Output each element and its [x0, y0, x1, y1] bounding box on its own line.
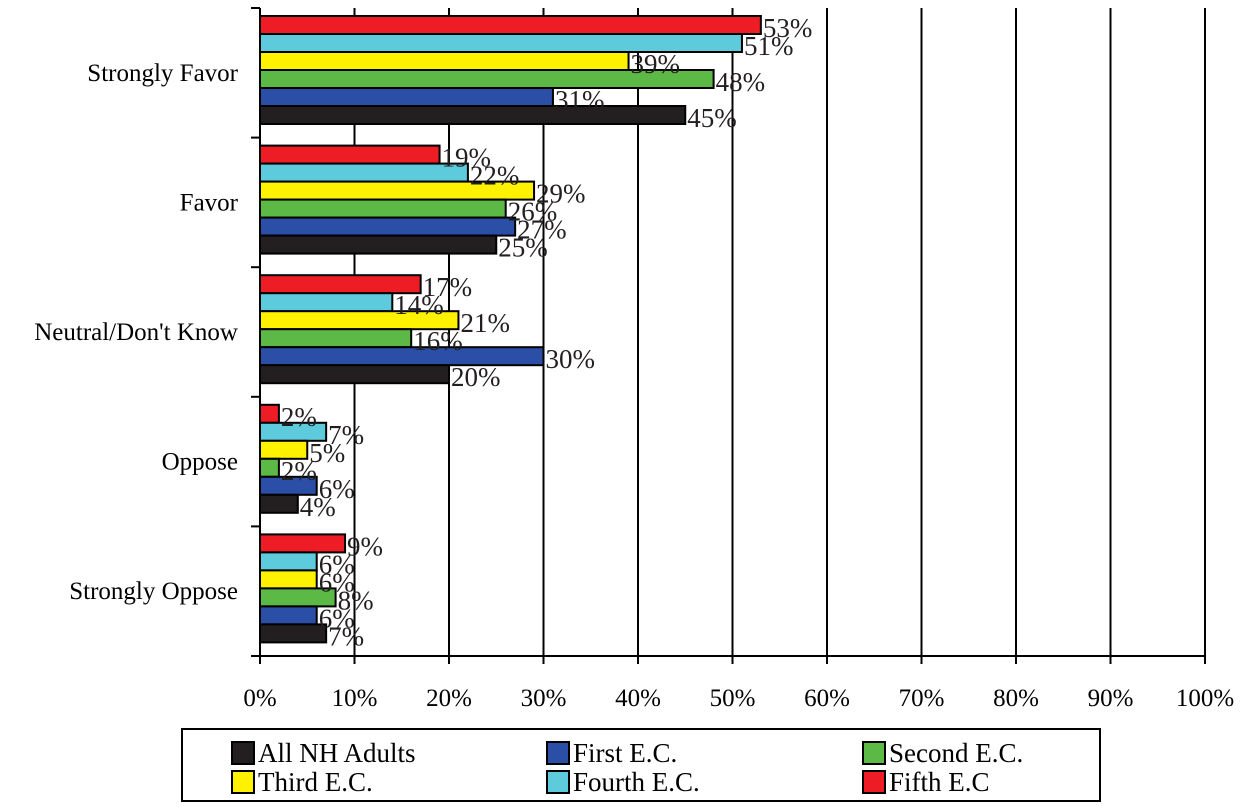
data-label: 20%	[451, 362, 501, 392]
legend-label: Fifth E.C	[889, 767, 990, 797]
bar	[259, 403, 280, 424]
bar	[259, 216, 517, 237]
data-label: 48%	[716, 67, 766, 97]
legend-item: Fourth E.C.	[546, 767, 700, 797]
data-label: 45%	[687, 103, 737, 133]
x-tick-label: 40%	[615, 685, 661, 712]
data-label: 39%	[631, 49, 681, 79]
x-tick-label: 0%	[243, 685, 276, 712]
bar	[259, 364, 450, 385]
data-label: 29%	[536, 179, 586, 209]
x-tick-label: 80%	[993, 685, 1039, 712]
legend-swatch	[546, 770, 570, 794]
data-label: 9%	[347, 531, 383, 561]
bar	[259, 493, 299, 514]
data-label: 2%	[281, 402, 317, 432]
legend-label: Second E.C.	[889, 738, 1024, 768]
legend-swatch	[231, 741, 255, 765]
legend-swatch	[546, 741, 570, 765]
legend-swatch	[231, 770, 255, 794]
bar	[259, 162, 469, 183]
chart: 53%51%39%48%31%45%19%22%29%26%27%25%17%1…	[34, 7, 1234, 712]
data-label: 21%	[460, 308, 510, 338]
legend-label: All NH Adults	[258, 738, 416, 768]
data-label: 6%	[319, 474, 355, 504]
legend-item: Fifth E.C	[862, 767, 990, 797]
data-label: 8%	[338, 585, 374, 615]
bar	[259, 144, 441, 165]
bar	[259, 87, 554, 107]
data-labels: 53%51%39%48%31%45%19%22%29%26%27%25%17%1…	[281, 13, 812, 651]
category-label: Neutral/Don't Know	[34, 319, 238, 346]
data-label: 6%	[319, 549, 355, 579]
bar	[259, 328, 413, 349]
data-label: 17%	[423, 272, 473, 302]
bar	[259, 105, 687, 125]
bar	[259, 457, 280, 478]
data-label: 27%	[517, 215, 567, 245]
data-label: 6%	[319, 603, 355, 633]
x-tick-label: 10%	[332, 685, 378, 712]
legend-item: First E.C.	[546, 738, 677, 768]
legend-swatch	[862, 770, 886, 794]
data-label: 26%	[508, 197, 558, 227]
legend-label: Third E.C.	[258, 767, 373, 797]
legend-swatch	[862, 741, 886, 765]
bar	[259, 234, 498, 255]
category-label: Oppose	[162, 449, 238, 476]
data-label: 5%	[309, 438, 345, 468]
data-label: 53%	[763, 13, 813, 43]
data-label: 30%	[546, 344, 596, 374]
data-label: 14%	[394, 290, 444, 320]
bar	[259, 292, 394, 313]
axes: 0% 10% 20% 30% 40% 50% 60% 70% 80% 90% 100% Strongl…	[34, 7, 1234, 712]
legend-item: All NH Adults	[231, 738, 416, 768]
legend-label: Fourth E.C.	[573, 767, 700, 797]
legend-label: First E.C.	[573, 738, 678, 768]
bar	[259, 51, 630, 71]
x-tick-label: 100%	[1176, 685, 1234, 712]
bar	[259, 15, 762, 35]
x-tick-label: 70%	[899, 685, 945, 712]
bar	[259, 551, 318, 572]
bar	[259, 569, 318, 590]
category-label: Strongly Favor	[87, 60, 238, 87]
bar	[259, 198, 507, 219]
data-label: 4%	[300, 492, 336, 522]
data-label: 19%	[442, 143, 492, 173]
category-label: Strongly Oppose	[69, 578, 238, 605]
bar	[259, 623, 328, 644]
x-tick-label: 30%	[521, 685, 567, 712]
x-tick-label: 50%	[710, 685, 756, 712]
legend-item: Second E.C.	[862, 738, 1023, 768]
data-label: 31%	[555, 85, 605, 115]
bar	[259, 605, 318, 626]
data-label: 16%	[413, 326, 463, 356]
legend-item: Third E.C.	[231, 767, 373, 797]
x-tick-label: 20%	[426, 685, 472, 712]
data-label: 7%	[328, 420, 364, 450]
data-label: 25%	[498, 233, 548, 263]
x-tick-label: 90%	[1088, 685, 1134, 712]
bar	[259, 346, 545, 367]
data-label: 7%	[328, 621, 364, 651]
bars	[259, 15, 762, 644]
data-label: 6%	[319, 567, 355, 597]
data-label: 22%	[470, 161, 520, 191]
category-label: Favor	[180, 189, 239, 216]
data-label: 2%	[281, 456, 317, 486]
legend: All NH Adults First E.C. Second E.C. Third …	[181, 728, 1101, 802]
data-label: 51%	[744, 31, 794, 61]
x-tick-label: 60%	[804, 685, 850, 712]
